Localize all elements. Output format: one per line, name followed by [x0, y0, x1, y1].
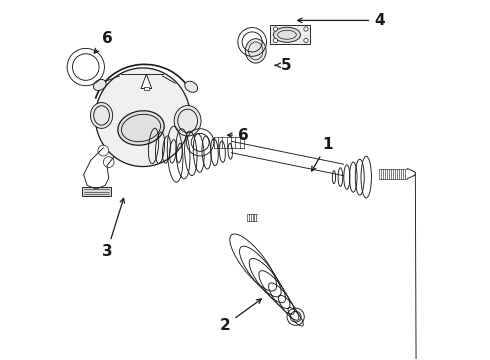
Text: 6: 6 [94, 31, 112, 53]
Ellipse shape [245, 39, 266, 63]
Text: 2: 2 [220, 299, 261, 333]
Polygon shape [141, 74, 152, 89]
Ellipse shape [94, 80, 106, 90]
Circle shape [273, 27, 278, 31]
Polygon shape [144, 87, 149, 90]
Ellipse shape [174, 105, 201, 136]
Text: 3: 3 [101, 198, 124, 259]
Ellipse shape [273, 27, 300, 42]
Circle shape [98, 145, 109, 156]
Text: 6: 6 [228, 128, 248, 143]
Ellipse shape [95, 68, 190, 167]
Circle shape [103, 157, 114, 167]
Circle shape [304, 39, 308, 42]
Ellipse shape [185, 81, 197, 92]
Polygon shape [82, 187, 111, 196]
Text: 5: 5 [275, 58, 292, 73]
Text: 1: 1 [312, 137, 333, 171]
Ellipse shape [118, 111, 164, 145]
Polygon shape [270, 25, 310, 44]
Text: 4: 4 [297, 13, 385, 28]
Ellipse shape [91, 103, 113, 129]
Circle shape [304, 27, 308, 31]
Circle shape [273, 39, 278, 42]
